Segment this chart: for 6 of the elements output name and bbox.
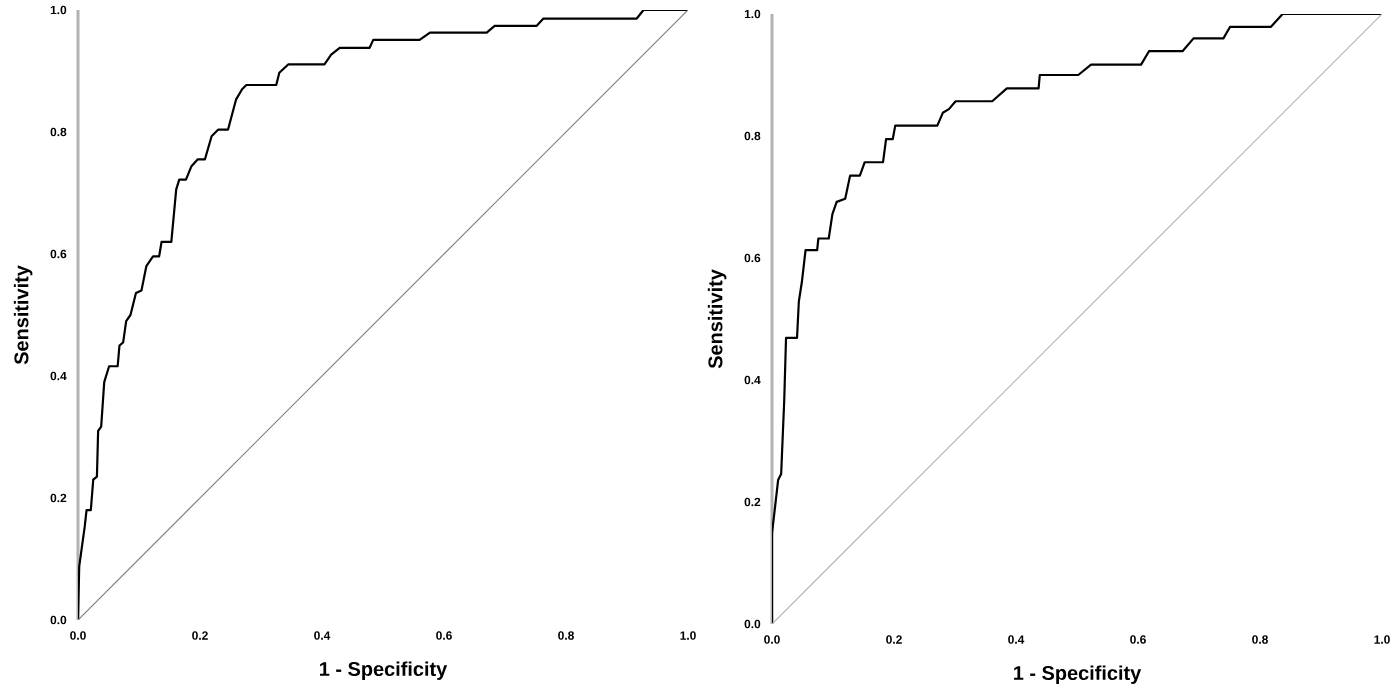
y-axis-title: Sensitivity [13, 265, 33, 365]
y-axis-title: Sensitivity [707, 269, 727, 369]
x-axis-title: 1 - Specificity [1014, 665, 1142, 684]
line-series [78, 9, 689, 620]
line-series [772, 13, 1383, 624]
x-axis-title: 1 - Specificity [320, 661, 448, 680]
